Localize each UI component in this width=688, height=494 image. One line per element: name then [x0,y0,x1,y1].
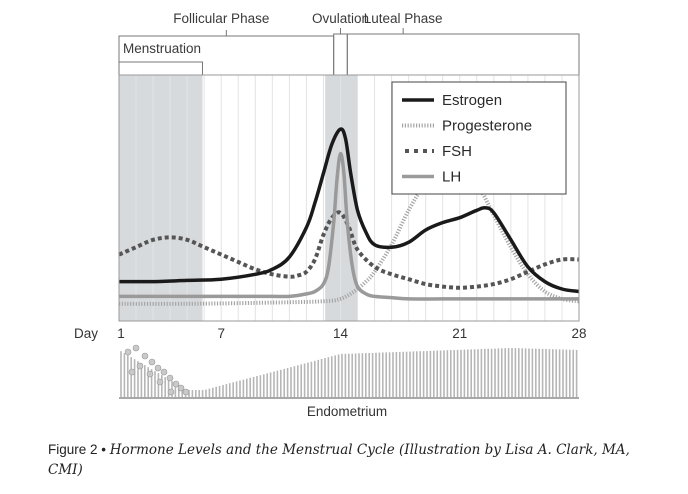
shed-tissue-blob [177,384,185,392]
shed-tissue-blob [132,344,140,352]
shed-tissue-blob [182,388,190,396]
hormone-plot: Estrogen Progesterone FSH LH [118,74,580,322]
follicular-phase-label: Follicular Phase [173,11,269,26]
caption-lead: Figure 2 • [48,442,110,457]
shed-tissue-blob [141,352,149,360]
x-axis: Day 1 7 14 21 28 [74,326,587,341]
luteal-phase-bracket [346,33,580,75]
ovulation-label: Ovulation [312,11,369,26]
caption-title: Hormone Levels and the Menstrual Cycle (… [48,442,630,478]
x-tick-label-1: 1 [117,326,125,341]
shaded-region-1 [325,75,358,321]
shed-tissue-blob [160,368,168,376]
shed-tissue-blob [156,378,164,386]
series-line-fsh [118,210,580,290]
shed-tissue-blob [154,364,162,372]
menstruation-bracket [118,61,203,75]
endometrium-illustration: Endometrium [119,344,579,419]
x-tick-label-7: 7 [217,326,225,341]
x-tick-label-28: 28 [571,326,586,341]
shed-tissue-blob [172,380,180,388]
shed-tissue-blob [148,358,156,366]
endometrium-label: Endometrium [307,404,387,419]
plot-frame [118,74,580,322]
shed-tissue-blob [146,370,154,378]
figure-caption: Figure 2 • Hormone Levels and the Menstr… [48,440,658,480]
shed-tissue-blob [128,368,136,376]
hormone-series [118,127,580,306]
legend-label-progesterone: Progesterone [442,118,532,135]
x-axis-label: Day [74,326,98,341]
x-tick-label-14: 14 [333,326,349,341]
luteal-phase-label: Luteal Phase [364,11,443,26]
menstruation-label: Menstruation [123,41,201,56]
ovulation-bracket [333,33,348,75]
legend-label-estrogen: Estrogen [442,92,502,109]
series-line-lh [119,151,579,301]
shed-tissue-blob [166,374,174,382]
shed-tissue-blob [167,388,175,396]
shed-tissue-blob [136,362,144,370]
legend-label-fsh: FSH [442,143,472,160]
legend-label-lh: LH [442,169,461,186]
shaded-region-0 [119,75,203,321]
x-tick-label-21: 21 [452,326,467,341]
shed-tissue-blob [124,348,132,356]
series-line-estrogen [118,127,580,294]
legend: Estrogen Progesterone FSH LH [391,81,567,195]
